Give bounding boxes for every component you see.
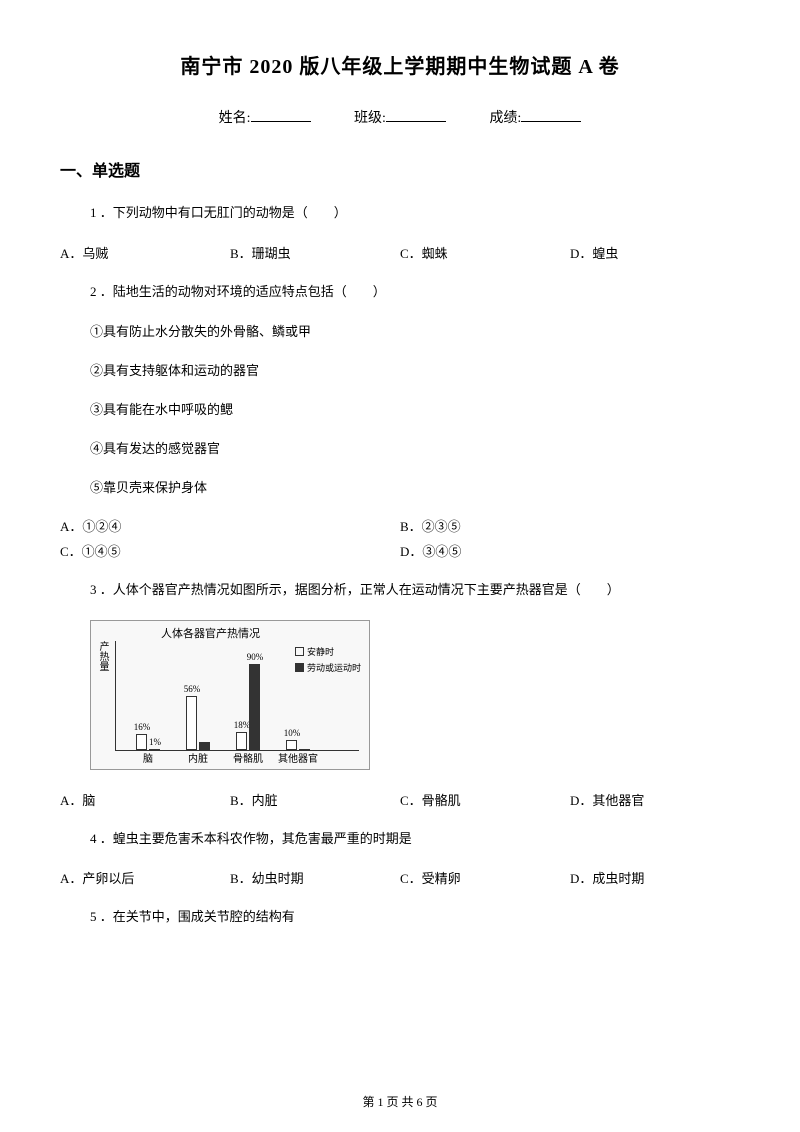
q1-opt-d: D．蝗虫 bbox=[570, 243, 740, 262]
q1-opt-b: B．珊瑚虫 bbox=[230, 243, 400, 262]
q4-options: A．产卵以后 B．幼虫时期 C．受精卵 D．成虫时期 bbox=[60, 868, 740, 887]
page-footer: 第 1 页 共 6 页 bbox=[0, 1093, 800, 1110]
bar-work-label: 90% bbox=[247, 652, 264, 662]
score-label: 成绩: bbox=[489, 111, 521, 126]
q2-opt-a: A．①②④ bbox=[60, 516, 400, 535]
q2-opt-b: B．②③⑤ bbox=[400, 516, 740, 535]
q2-item5: ⑤靠贝壳来保护身体 bbox=[90, 477, 740, 496]
name-blank bbox=[251, 121, 311, 122]
q2-stem: 2 ．陆地生活的动物对环境的适应特点包括（ ） bbox=[90, 282, 740, 302]
chart-title: 人体各器官产热情况 bbox=[161, 625, 260, 641]
bar-rest-label: 18% bbox=[234, 720, 251, 730]
q5-stem: 5 ．在关节中，围成关节腔的结构有 bbox=[90, 907, 740, 927]
x-tick: 脑 bbox=[143, 750, 153, 765]
q4-stem: 4 ．蝗虫主要危害禾本科农作物，其危害最严重的时期是 bbox=[90, 829, 740, 849]
bar-rest bbox=[186, 696, 197, 749]
bar-rest bbox=[136, 734, 147, 749]
legend-work: 劳动或运动时 bbox=[295, 661, 361, 674]
bar-rest bbox=[236, 732, 247, 749]
bar-work bbox=[249, 664, 260, 750]
score-blank bbox=[521, 121, 581, 122]
q2-item4: ④具有发达的感觉器官 bbox=[90, 438, 740, 457]
student-info-line: 姓名: 班级: 成绩: bbox=[60, 107, 740, 127]
q3-opt-c: C．骨骼肌 bbox=[400, 790, 570, 809]
bar-rest-label: 16% bbox=[134, 722, 151, 732]
q2-item2: ②具有支持躯体和运动的器官 bbox=[90, 360, 740, 379]
q1-opt-a: A．乌贼 bbox=[60, 243, 230, 262]
bar-rest-label: 56% bbox=[184, 684, 201, 694]
bar-work bbox=[199, 742, 210, 750]
q4-opt-d: D．成虫时期 bbox=[570, 868, 740, 887]
x-tick: 骨骼肌 bbox=[233, 750, 263, 765]
legend-work-label: 劳动或运动时 bbox=[307, 661, 361, 674]
bar-rest bbox=[286, 740, 297, 750]
q2-opt-d: D．③④⑤ bbox=[400, 541, 740, 560]
section-heading: 一、单选题 bbox=[60, 157, 740, 181]
page-title: 南宁市 2020 版八年级上学期期中生物试题 A 卷 bbox=[60, 50, 740, 79]
heat-chart: 人体各器官产热情况 产热量 安静时 劳动或运动时 16% 1% 脑 56% 内脏 18% 9… bbox=[90, 620, 370, 770]
bar-rest-label: 10% bbox=[284, 728, 301, 738]
legend-box-dark bbox=[295, 663, 304, 672]
chart-legend: 安静时 劳动或运动时 bbox=[295, 645, 361, 677]
legend-rest-label: 安静时 bbox=[307, 645, 334, 658]
q2-options-row2: C．①④⑤ D．③④⑤ bbox=[60, 541, 740, 560]
q2-opt-c: C．①④⑤ bbox=[60, 541, 400, 560]
chart-axis-y bbox=[115, 641, 116, 751]
q2-options-row1: A．①②④ B．②③⑤ bbox=[60, 516, 740, 535]
x-tick: 内脏 bbox=[188, 750, 208, 765]
bar-work-label: 1% bbox=[149, 737, 161, 747]
q3-stem: 3 ．人体个器官产热情况如图所示，据图分析，正常人在运动情况下主要产热器官是（ … bbox=[90, 580, 740, 600]
q2-item3: ③具有能在水中呼吸的鳃 bbox=[90, 399, 740, 418]
name-label: 姓名: bbox=[219, 111, 251, 126]
legend-box-light bbox=[295, 647, 304, 656]
q4-opt-a: A．产卵以后 bbox=[60, 868, 230, 887]
q3-opt-d: D．其他器官 bbox=[570, 790, 740, 809]
q2-item1: ①具有防止水分散失的外骨骼、鳞或甲 bbox=[90, 321, 740, 340]
q4-opt-b: B．幼虫时期 bbox=[230, 868, 400, 887]
legend-rest: 安静时 bbox=[295, 645, 361, 658]
q3-opt-a: A．脑 bbox=[60, 790, 230, 809]
q4-opt-c: C．受精卵 bbox=[400, 868, 570, 887]
chart-y-label: 产热量 bbox=[95, 641, 110, 671]
q1-options: A．乌贼 B．珊瑚虫 C．蜘蛛 D．蝗虫 bbox=[60, 243, 740, 262]
q3-opt-b: B．内脏 bbox=[230, 790, 400, 809]
q1-stem: 1 ．下列动物中有口无肛门的动物是（ ） bbox=[90, 203, 740, 223]
class-blank bbox=[386, 121, 446, 122]
x-tick: 其他器官 bbox=[278, 750, 318, 765]
class-label: 班级: bbox=[354, 111, 386, 126]
q3-options: A．脑 B．内脏 C．骨骼肌 D．其他器官 bbox=[60, 790, 740, 809]
q1-opt-c: C．蜘蛛 bbox=[400, 243, 570, 262]
